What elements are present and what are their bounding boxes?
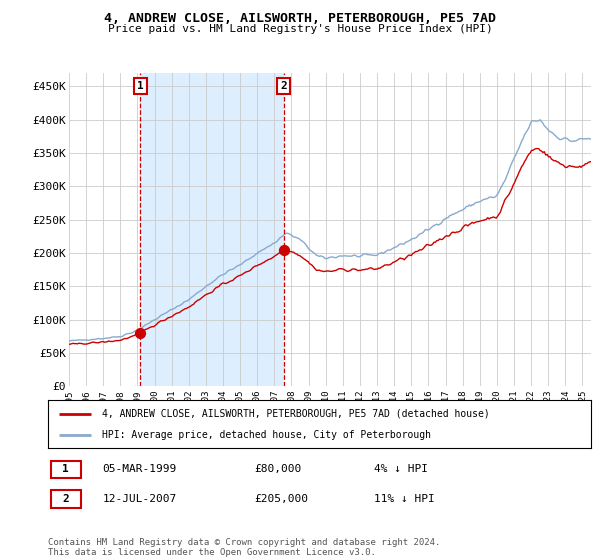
Text: 2: 2	[280, 81, 287, 91]
FancyBboxPatch shape	[51, 490, 80, 507]
Text: Price paid vs. HM Land Registry's House Price Index (HPI): Price paid vs. HM Land Registry's House …	[107, 24, 493, 34]
Text: Contains HM Land Registry data © Crown copyright and database right 2024.
This d: Contains HM Land Registry data © Crown c…	[48, 538, 440, 557]
Text: £80,000: £80,000	[254, 464, 302, 474]
Text: 11% ↓ HPI: 11% ↓ HPI	[374, 494, 434, 504]
Text: 1: 1	[137, 81, 144, 91]
Point	[136, 329, 145, 338]
Bar	[140, 73, 284, 386]
Text: 05-MAR-1999: 05-MAR-1999	[103, 464, 176, 474]
Text: HPI: Average price, detached house, City of Peterborough: HPI: Average price, detached house, City…	[103, 430, 431, 440]
Text: 4% ↓ HPI: 4% ↓ HPI	[374, 464, 428, 474]
Text: 4, ANDREW CLOSE, AILSWORTH, PETERBOROUGH, PE5 7AD: 4, ANDREW CLOSE, AILSWORTH, PETERBOROUGH…	[104, 12, 496, 25]
FancyBboxPatch shape	[51, 460, 80, 478]
Text: 2: 2	[62, 494, 69, 504]
Text: £205,000: £205,000	[254, 494, 308, 504]
Text: 1: 1	[62, 464, 69, 474]
Point	[279, 245, 289, 254]
Text: 12-JUL-2007: 12-JUL-2007	[103, 494, 176, 504]
Text: 4, ANDREW CLOSE, AILSWORTH, PETERBOROUGH, PE5 7AD (detached house): 4, ANDREW CLOSE, AILSWORTH, PETERBOROUGH…	[103, 409, 490, 419]
